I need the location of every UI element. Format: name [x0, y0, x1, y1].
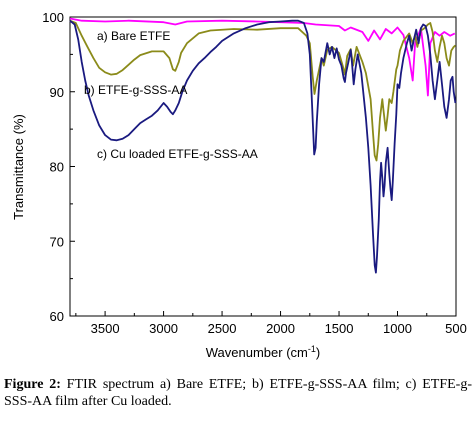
- legend-label-2: b) ETFE-g-SSS-AA: [84, 83, 187, 97]
- y-tick-label: 60: [50, 309, 64, 324]
- x-axis-ticks: 3500 3000 2500 2000 1500 1000 500: [75, 311, 467, 336]
- x-axis-title-sup: -1: [308, 344, 316, 354]
- y-tick-label: 80: [50, 160, 64, 175]
- figure-caption: Figure 2: FTIR spectrum a) Bare ETFE; b)…: [4, 376, 472, 410]
- x-tick-label: 2500: [208, 321, 237, 336]
- series-line-1: [69, 17, 456, 97]
- x-tick-label: 1000: [383, 321, 412, 336]
- ftir-chart: 3500 3000 2500 2000 1500 1000 500 60708090100 …: [11, 10, 467, 360]
- series-layer: [69, 17, 457, 274]
- y-tick-label: 90: [50, 85, 64, 100]
- y-axis-title: Transmittance (%): [11, 114, 26, 220]
- x-axis-title-main: Wavenumber (cm: [206, 345, 308, 360]
- x-tick-label: 2000: [266, 321, 295, 336]
- x-tick-label: 1500: [325, 321, 354, 336]
- legend-label-1: a) Bare ETFE: [97, 29, 170, 43]
- x-tick-label: 500: [445, 321, 467, 336]
- y-axis-ticks: 60 70 80 90 100: [42, 10, 75, 324]
- y-tick-label: 70: [50, 234, 64, 249]
- caption-label: Figure 2:: [4, 377, 61, 392]
- series-line-3: [69, 19, 457, 274]
- legend-label-3: c) Cu loaded ETFE-g-SSS-AA: [97, 147, 258, 161]
- caption-text: FTIR spectrum a) Bare ETFE; b) ETFE-g-SS…: [4, 377, 472, 409]
- y-tick-label: 100: [42, 10, 64, 25]
- x-axis-title-close: ): [316, 345, 320, 360]
- x-tick-label: 3500: [91, 321, 120, 336]
- legend: a) Bare ETFE b) ETFE-g-SSS-AA c) Cu loaded…: [84, 29, 258, 161]
- x-tick-label: 3000: [149, 321, 178, 336]
- x-axis-title: Wavenumber (cm-1): [206, 344, 320, 360]
- plot-area: 3500 3000 2500 2000 1500 1000 500 60708090100 …: [42, 10, 467, 336]
